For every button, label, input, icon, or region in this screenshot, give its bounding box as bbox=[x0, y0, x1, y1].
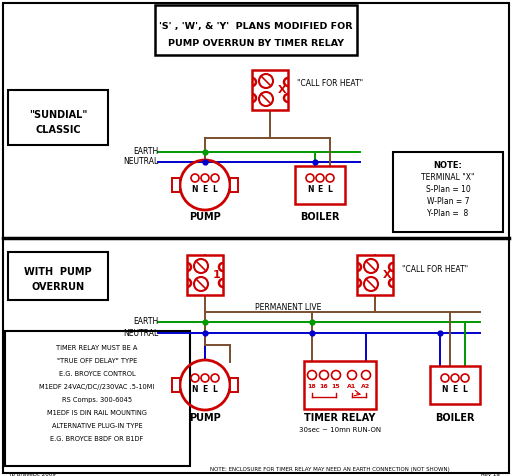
Text: NOTE: ENCLOSURE FOR TIMER RELAY MAY NEED AN EARTH CONNECTION (NOT SHOWN): NOTE: ENCLOSURE FOR TIMER RELAY MAY NEED… bbox=[210, 467, 450, 473]
Text: Rev 1a: Rev 1a bbox=[481, 472, 500, 476]
FancyBboxPatch shape bbox=[187, 255, 223, 295]
Text: X: X bbox=[382, 270, 391, 280]
Text: OVERRUN: OVERRUN bbox=[31, 282, 84, 292]
Text: TIMER RELAY: TIMER RELAY bbox=[304, 413, 376, 423]
Text: 30sec ~ 10mn RUN-ON: 30sec ~ 10mn RUN-ON bbox=[299, 427, 381, 433]
Text: 'S' , 'W', & 'Y'  PLANS MODIFIED FOR: 'S' , 'W', & 'Y' PLANS MODIFIED FOR bbox=[159, 22, 353, 31]
Bar bbox=[8, 252, 108, 300]
Text: L: L bbox=[328, 186, 332, 195]
Text: L: L bbox=[212, 386, 218, 395]
Text: E: E bbox=[202, 386, 208, 395]
Text: E.G. BROYCE B8DF OR B1DF: E.G. BROYCE B8DF OR B1DF bbox=[50, 436, 144, 442]
Bar bbox=[430, 366, 480, 404]
Text: "TRUE OFF DELAY" TYPE: "TRUE OFF DELAY" TYPE bbox=[57, 358, 137, 364]
Text: E.G. BROYCE CONTROL: E.G. BROYCE CONTROL bbox=[59, 371, 135, 377]
Text: 15: 15 bbox=[332, 384, 340, 388]
Bar bbox=[295, 166, 345, 204]
Text: "CALL FOR HEAT": "CALL FOR HEAT" bbox=[297, 79, 363, 89]
Text: 18: 18 bbox=[308, 384, 316, 388]
Bar bbox=[230, 178, 238, 192]
Text: TIMER RELAY MUST BE A: TIMER RELAY MUST BE A bbox=[56, 345, 138, 351]
Text: M1EDF IS DIN RAIL MOUNTING: M1EDF IS DIN RAIL MOUNTING bbox=[47, 410, 147, 416]
Bar bbox=[304, 361, 376, 409]
Text: N: N bbox=[192, 386, 198, 395]
Bar bbox=[172, 178, 180, 192]
Text: E: E bbox=[317, 186, 323, 195]
Text: 1: 1 bbox=[213, 270, 221, 280]
Text: NOTE:: NOTE: bbox=[434, 160, 462, 169]
Bar bbox=[230, 378, 238, 392]
Text: A2: A2 bbox=[361, 384, 371, 388]
Text: NEUTRAL: NEUTRAL bbox=[123, 158, 158, 167]
Text: NEUTRAL: NEUTRAL bbox=[123, 328, 158, 337]
Bar bbox=[155, 5, 357, 55]
Text: BOILER: BOILER bbox=[435, 413, 475, 423]
Text: PERMANENT LIVE: PERMANENT LIVE bbox=[255, 304, 321, 313]
Text: PUMP OVERRUN BY TIMER RELAY: PUMP OVERRUN BY TIMER RELAY bbox=[168, 39, 344, 48]
Bar bbox=[393, 152, 503, 232]
Text: WITH  PUMP: WITH PUMP bbox=[24, 267, 92, 277]
Bar bbox=[172, 378, 180, 392]
Text: X: X bbox=[278, 85, 286, 95]
Text: L: L bbox=[212, 186, 218, 195]
Text: ib BraveDc 2009: ib BraveDc 2009 bbox=[10, 472, 56, 476]
Bar bbox=[5, 331, 190, 466]
Text: A1: A1 bbox=[347, 384, 357, 388]
FancyBboxPatch shape bbox=[357, 255, 393, 295]
Text: E: E bbox=[202, 186, 208, 195]
Text: E: E bbox=[453, 386, 458, 395]
Text: M1EDF 24VAC/DC//230VAC .5-10MI: M1EDF 24VAC/DC//230VAC .5-10MI bbox=[39, 384, 155, 390]
Text: 16: 16 bbox=[319, 384, 328, 388]
FancyBboxPatch shape bbox=[252, 70, 288, 110]
Text: PUMP: PUMP bbox=[189, 413, 221, 423]
Text: N: N bbox=[307, 186, 313, 195]
Text: L: L bbox=[462, 386, 467, 395]
Text: EARTH: EARTH bbox=[133, 148, 158, 157]
Text: BOILER: BOILER bbox=[300, 212, 340, 222]
Text: RS Comps. 300-6045: RS Comps. 300-6045 bbox=[62, 397, 132, 403]
Text: ALTERNATIVE PLUG-IN TYPE: ALTERNATIVE PLUG-IN TYPE bbox=[52, 423, 142, 429]
Text: N: N bbox=[192, 186, 198, 195]
Text: W-Plan = 7: W-Plan = 7 bbox=[426, 197, 470, 206]
Text: PUMP: PUMP bbox=[189, 212, 221, 222]
Bar bbox=[8, 90, 108, 145]
Text: CLASSIC: CLASSIC bbox=[35, 125, 81, 135]
Text: Y-Plan =  8: Y-Plan = 8 bbox=[428, 208, 468, 218]
Text: TERMINAL "X": TERMINAL "X" bbox=[421, 172, 475, 181]
Text: EARTH: EARTH bbox=[133, 317, 158, 327]
Text: N: N bbox=[442, 386, 448, 395]
Text: "CALL FOR HEAT": "CALL FOR HEAT" bbox=[402, 265, 468, 274]
Text: S-Plan = 10: S-Plan = 10 bbox=[425, 185, 471, 194]
Text: "SUNDIAL": "SUNDIAL" bbox=[29, 110, 87, 120]
